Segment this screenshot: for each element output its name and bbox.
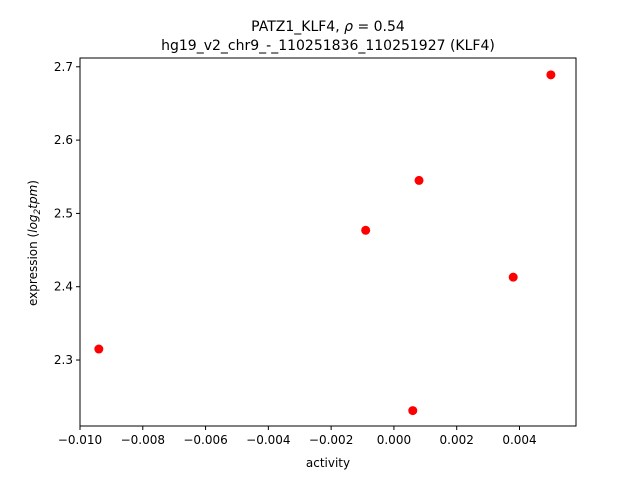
x-axis: −0.010 −0.008 −0.006 −0.004 −0.002 0.000 0.002… bbox=[58, 426, 537, 447]
data-points bbox=[94, 70, 556, 416]
y-tick-label: 2.5 bbox=[54, 206, 73, 220]
y-tick-label: 2.4 bbox=[54, 280, 73, 294]
data-point bbox=[546, 70, 556, 80]
chart-title-line1: PATZ1_KLF4, ρ = 0.54 bbox=[251, 19, 405, 35]
chart-title-line2: hg19_v2_chr9_-_110251836_110251927 (KLF4… bbox=[161, 38, 495, 54]
y-axis-label: expression (log2tpm) bbox=[26, 180, 43, 306]
x-tick-label: −0.006 bbox=[183, 433, 227, 447]
data-point bbox=[408, 406, 418, 416]
data-point bbox=[361, 225, 371, 235]
x-tick-label: −0.008 bbox=[121, 433, 165, 447]
y-tick-label: 2.7 bbox=[54, 60, 73, 74]
x-tick-label: −0.010 bbox=[58, 433, 102, 447]
y-axis: 2.3 2.4 2.5 2.6 2.7 bbox=[54, 60, 80, 367]
data-point bbox=[414, 175, 424, 185]
x-tick-label: 0.002 bbox=[440, 433, 474, 447]
x-tick-label: 0.004 bbox=[502, 433, 536, 447]
x-axis-label: activity bbox=[306, 456, 350, 470]
x-tick-label: 0.000 bbox=[377, 433, 411, 447]
x-tick-label: −0.002 bbox=[309, 433, 353, 447]
data-point bbox=[508, 272, 518, 282]
y-tick-label: 2.3 bbox=[54, 353, 73, 367]
data-point bbox=[94, 344, 104, 354]
y-tick-label: 2.6 bbox=[54, 133, 73, 147]
plot-area bbox=[79, 57, 577, 427]
x-tick-label: −0.004 bbox=[246, 433, 290, 447]
